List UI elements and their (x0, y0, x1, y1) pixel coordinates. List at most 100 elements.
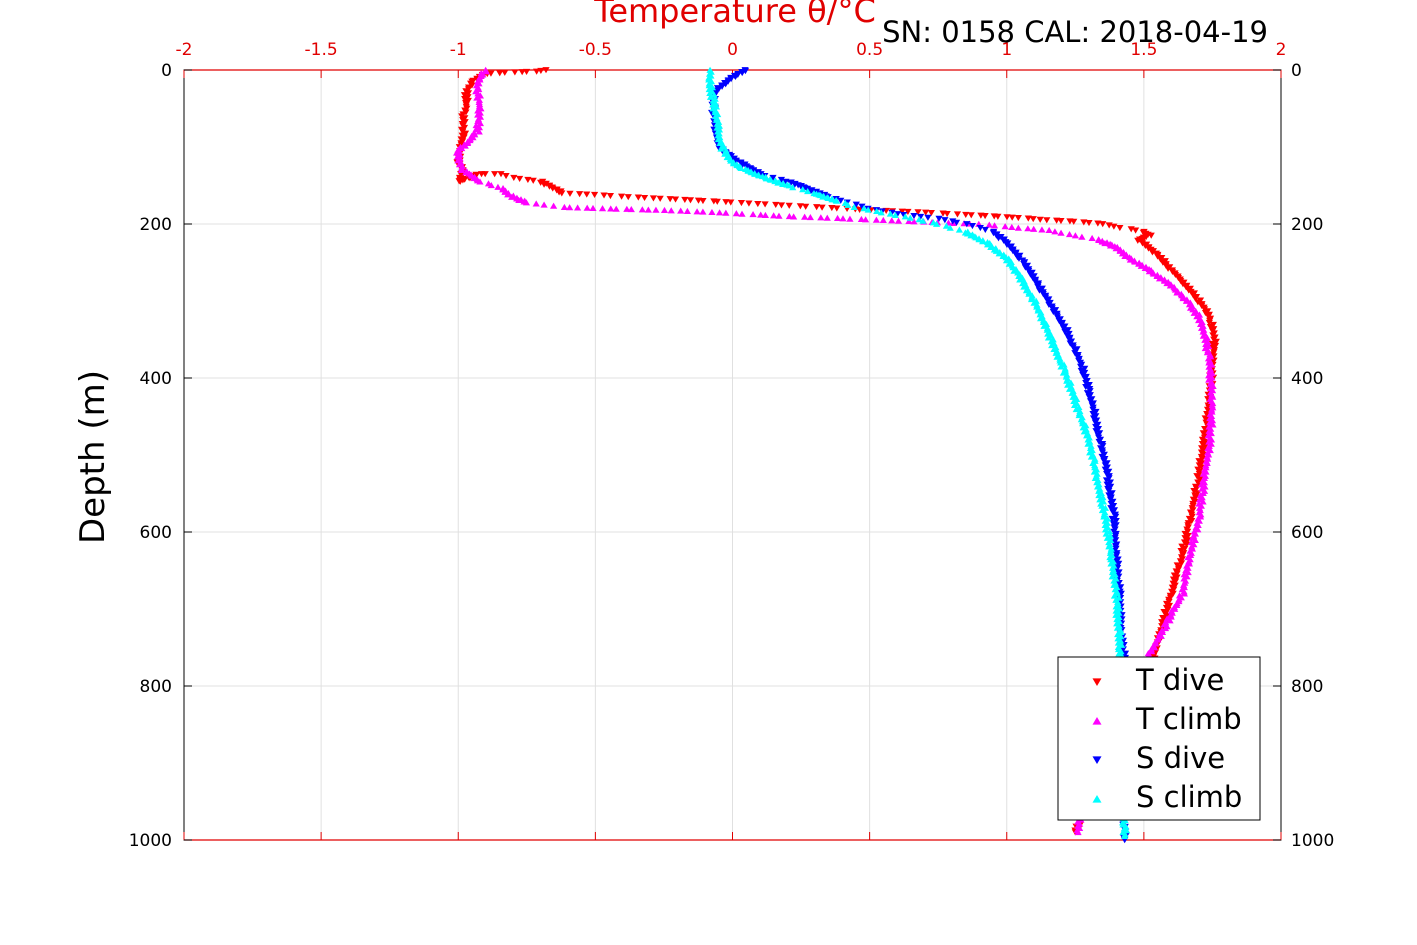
data-point (1126, 256, 1134, 263)
data-point (1099, 221, 1107, 228)
data-point (1177, 560, 1186, 567)
data-point (749, 211, 757, 218)
data-point (515, 196, 523, 204)
data-point (994, 235, 1003, 242)
data-point (852, 201, 860, 208)
data-point (1101, 526, 1110, 533)
data-point (598, 205, 607, 212)
data-point (1208, 340, 1217, 347)
data-point (1009, 248, 1017, 255)
data-point (1101, 240, 1109, 247)
data-point (1177, 278, 1185, 285)
data-point (1101, 466, 1109, 473)
data-point (914, 209, 922, 216)
data-point (981, 226, 989, 234)
data-point (713, 198, 721, 205)
data-point (666, 196, 674, 203)
data-point (952, 219, 961, 226)
data-point (497, 171, 505, 178)
data-point (922, 209, 930, 216)
data-point (624, 194, 632, 201)
data-point (1016, 276, 1024, 283)
data-point (955, 226, 963, 233)
data-point (1106, 242, 1115, 249)
data-point (606, 193, 615, 200)
data-point (904, 208, 912, 216)
data-point (1200, 306, 1209, 313)
data-point (591, 191, 599, 198)
data-point (877, 209, 885, 216)
data-point (464, 94, 472, 101)
data-point (1117, 590, 1125, 597)
x-tick-label: 0 (727, 40, 738, 60)
data-point (1069, 393, 1077, 400)
data-point (1118, 641, 1126, 648)
data-point (1182, 541, 1191, 548)
data-point (706, 93, 715, 100)
data-point (1205, 372, 1213, 379)
data-point (873, 207, 881, 214)
data-point (906, 214, 914, 221)
data-point (1069, 344, 1077, 351)
data-point (1188, 517, 1196, 525)
data-point (819, 193, 827, 200)
data-point (804, 188, 812, 195)
data-point (910, 218, 918, 225)
data-point (1179, 294, 1187, 302)
data-point (927, 210, 935, 217)
y-tick-label-left: 200 (140, 215, 172, 235)
data-point (576, 191, 584, 198)
data-point (1197, 481, 1205, 488)
data-point (1110, 223, 1118, 230)
data-point (464, 90, 473, 97)
data-point (1027, 295, 1036, 303)
data-point (540, 181, 548, 188)
data-point (1087, 453, 1095, 460)
data-point (785, 182, 793, 189)
data-point (1078, 233, 1086, 240)
data-point (1095, 491, 1103, 499)
data-point (1051, 228, 1059, 235)
data-point (891, 211, 899, 219)
data-point (1209, 421, 1217, 428)
data-point (1206, 324, 1215, 331)
data-point (706, 89, 714, 96)
data-point (504, 191, 512, 198)
data-point (779, 180, 787, 187)
data-point (640, 194, 649, 202)
legend-label: S climb (1136, 780, 1242, 814)
data-point (901, 213, 909, 220)
data-point (1070, 218, 1078, 225)
data-point (491, 171, 499, 178)
y-tick-label-right: 800 (1291, 677, 1323, 697)
data-point (524, 176, 532, 183)
data-point (1103, 481, 1111, 488)
y-tick-label-right: 1000 (1291, 831, 1334, 851)
data-point (770, 212, 778, 219)
data-point (627, 206, 635, 213)
data-point (1208, 370, 1216, 377)
data-point (529, 177, 537, 184)
data-point (738, 210, 746, 217)
legend-marker (1092, 678, 1102, 687)
data-point (1100, 513, 1108, 520)
data-point (1117, 628, 1125, 635)
data-point (1195, 496, 1204, 503)
data-point (461, 130, 470, 137)
y-tick-label-right: 0 (1291, 61, 1302, 81)
data-point (757, 171, 765, 178)
data-point (844, 201, 852, 208)
data-point (754, 200, 762, 208)
data-point (1067, 379, 1075, 386)
data-point (833, 205, 841, 212)
x-tick-label: -0.5 (579, 40, 612, 60)
data-point (566, 190, 574, 197)
data-point (660, 206, 669, 214)
data-point (1121, 832, 1129, 840)
data-point (833, 214, 842, 222)
data-point (761, 201, 769, 208)
data-point (1043, 217, 1051, 224)
data-point (1031, 278, 1039, 285)
data-point (757, 211, 765, 218)
x-tick-label: -1 (450, 40, 467, 60)
